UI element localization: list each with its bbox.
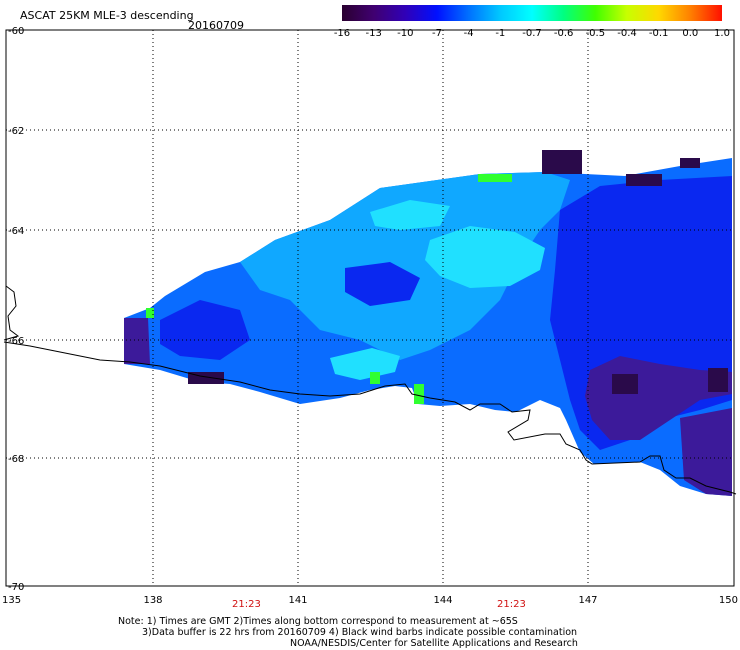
latitude-labels: -60 -62 -64 -66 -68 -70: [8, 26, 24, 593]
note-line-3: NOAA/NESDIS/Center for Satellite Applica…: [290, 638, 578, 649]
longitude-label: 147: [578, 595, 597, 606]
time-label-2: 21:23: [497, 599, 526, 610]
longitude-label: 141: [288, 595, 307, 606]
lat-lon-grid: [6, 30, 734, 586]
color-scale-label: -4: [464, 28, 474, 39]
swath-green-1: [478, 174, 512, 182]
color-scale-label: -16: [334, 28, 350, 39]
coastline: [3, 285, 737, 495]
color-scale-label: -13: [365, 28, 381, 39]
color-scale-label: 0.0: [682, 28, 698, 39]
swath-dark-1: [542, 150, 582, 174]
latitude-label: -62: [8, 126, 24, 137]
note-line-1: Note: 1) Times are GMT 2)Times along bot…: [118, 616, 518, 627]
latitude-label: -68: [8, 454, 24, 465]
longitude-label: 135: [2, 595, 21, 606]
color-scale-label: -7: [432, 28, 442, 39]
swath-purple-3: [124, 318, 150, 364]
swath-green-3: [370, 372, 380, 384]
swath-cyan: [425, 226, 545, 288]
longitude-label: 144: [433, 595, 452, 606]
swath-blue-3: [345, 262, 420, 306]
color-scale-label: -0.1: [649, 28, 669, 39]
swath-light: [240, 172, 570, 360]
color-scale-label: -0.4: [617, 28, 637, 39]
map-date: 20160709: [188, 19, 244, 32]
swath-dark-4: [612, 374, 638, 394]
swath-dark-5: [708, 368, 728, 392]
swath-dark-6: [680, 158, 700, 168]
longitude-labels: 135 138 141 144 147 150: [2, 595, 738, 606]
swath-cyan-3: [330, 348, 400, 380]
color-scale-bar: -16 -13 -10 -7 -4 -1 -0.7 -0.6 -0.5 -0.4 -0.1 0.0 1.…: [334, 5, 730, 39]
wind-data-swath: [124, 150, 732, 496]
latitude-label: -66: [8, 336, 24, 347]
color-scale-label: -10: [397, 28, 413, 39]
latitude-label: -70: [8, 582, 24, 593]
longitude-label: 150: [719, 595, 738, 606]
note-line-2: 3)Data buffer is 22 hrs from 20160709 4)…: [142, 627, 578, 638]
color-scale-label: -1: [495, 28, 505, 39]
color-scale-label: -0.6: [554, 28, 574, 39]
color-scale-label: -0.7: [522, 28, 542, 39]
time-label-1: 21:23: [232, 599, 261, 610]
latitude-label: -64: [8, 226, 24, 237]
latitude-label: -60: [8, 26, 24, 37]
longitude-label: 138: [143, 595, 162, 606]
swath-cyan-2: [370, 200, 450, 230]
swath-dark-2: [626, 174, 662, 186]
color-scale-label: -0.5: [586, 28, 606, 39]
plot-frame: [5, 29, 735, 587]
map-title: ASCAT 25KM MLE-3 descending: [20, 9, 194, 22]
swath-dark-3: [188, 372, 224, 384]
color-scale-gradient: [342, 5, 722, 21]
swath-purple-2: [680, 408, 732, 496]
swath-blue-2: [160, 300, 250, 360]
color-scale-label: 1.0: [714, 28, 730, 39]
swath-green-2: [414, 384, 424, 404]
swath-green-4: [146, 308, 154, 318]
